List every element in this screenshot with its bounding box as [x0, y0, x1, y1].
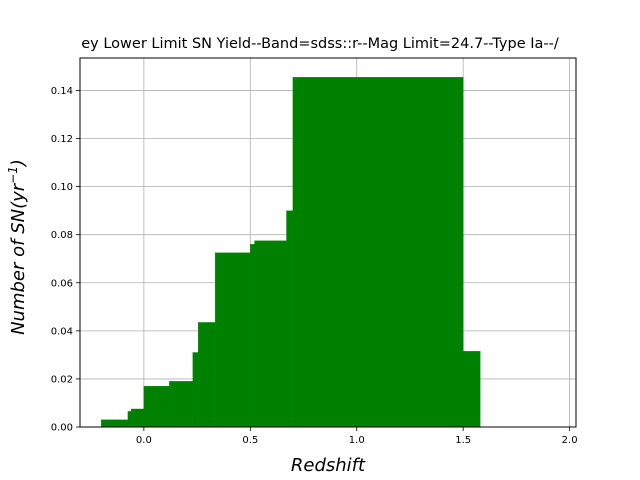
x-tick-label: 2.0 [562, 435, 578, 446]
x-tick-label: 0.0 [136, 435, 152, 446]
bar [292, 77, 464, 428]
y-axis-label-close: ) [8, 159, 29, 168]
y-tick-label: 0.04 [51, 326, 73, 337]
bar [143, 385, 170, 428]
bar [130, 408, 145, 428]
bar [197, 322, 216, 428]
chart-title: ey Lower Limit SN Yield--Band=sdss::r--M… [81, 36, 559, 52]
y-tick-label: 0.00 [51, 423, 73, 434]
y-tick-label: 0.08 [51, 230, 73, 241]
axes [79, 57, 577, 428]
y-axis-label-main: Number of SN(yr [8, 182, 29, 335]
bar [250, 244, 255, 428]
bar [215, 252, 251, 428]
bar [286, 210, 294, 428]
y-tick-label: 0.12 [51, 134, 73, 145]
y-axis-label: Number of SN(yr−1) [6, 159, 29, 335]
x-tick-label: 1.5 [455, 435, 471, 446]
bar [192, 352, 199, 428]
bar [254, 240, 287, 428]
bar [169, 381, 193, 428]
ticks: 0.0 0.5 1.0 1.5 2.0 0.00 0.02 0.04 0.06 0.08 0.10 0… [51, 86, 578, 446]
x-tick-label: 1.0 [349, 435, 365, 446]
bar [463, 351, 481, 428]
bar [127, 411, 132, 428]
y-tick-label: 0.02 [51, 374, 73, 385]
bars [101, 77, 481, 428]
y-tick-label: 0.06 [51, 278, 73, 289]
x-tick-label: 0.5 [242, 435, 258, 446]
y-axis-label-superscript: −1 [6, 166, 20, 184]
y-tick-label: 0.10 [51, 182, 73, 193]
bar [101, 419, 129, 428]
axes-frame [79, 57, 577, 428]
x-axis-label: Redshift [291, 455, 366, 476]
y-tick-label: 0.14 [51, 86, 73, 97]
